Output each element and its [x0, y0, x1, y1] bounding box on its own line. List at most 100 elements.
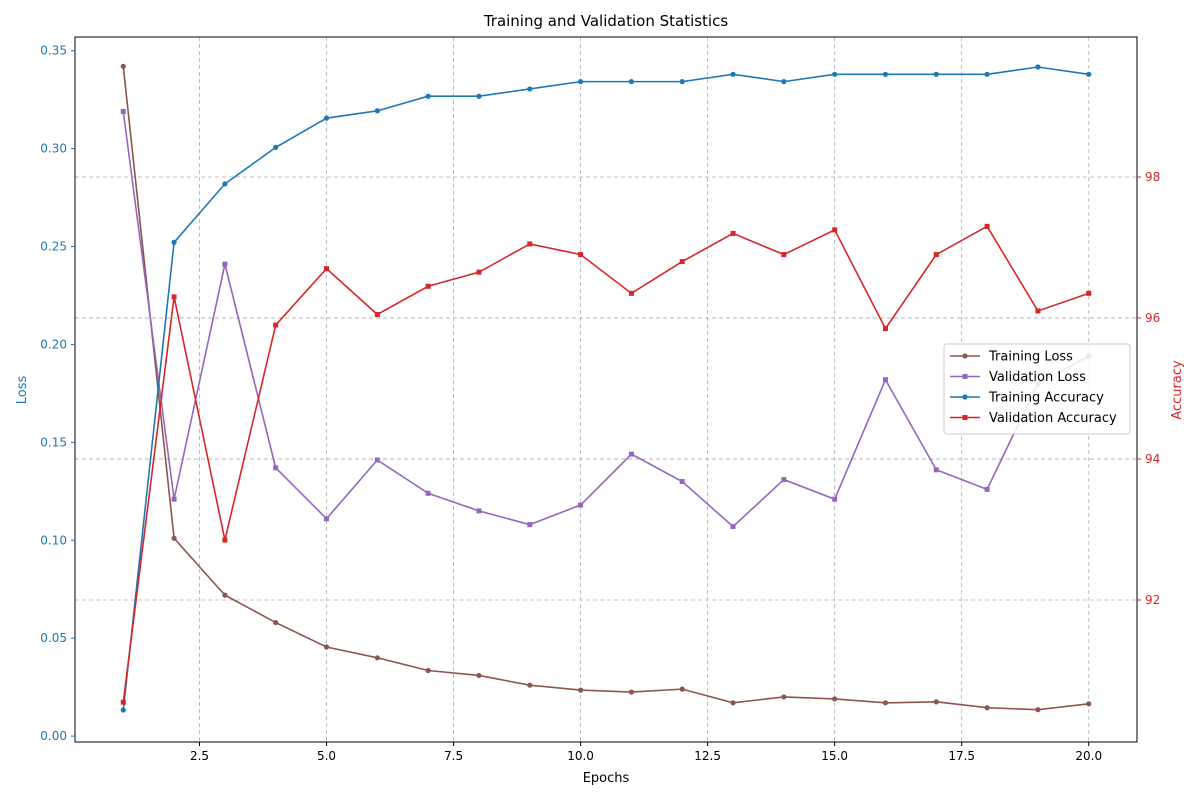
data-point [476, 269, 482, 275]
data-point [933, 252, 939, 258]
legend-label: Training Loss [988, 350, 1073, 365]
data-point [527, 86, 533, 92]
series-line [122, 66, 1089, 711]
y-left-tick-label: 0.35 [40, 44, 67, 58]
legend-label: Validation Loss [989, 370, 1086, 385]
y-left-tick-label: 0.20 [40, 337, 67, 351]
chart-title: Training and Validation Statistics [483, 12, 729, 30]
y-left-tick-label: 0.30 [40, 142, 67, 156]
data-point [1035, 707, 1041, 713]
data-point [628, 689, 635, 695]
data-point [273, 465, 279, 471]
y-right-axis-ticks: 92 94 96 98 [1137, 170, 1160, 607]
data-point [374, 655, 380, 661]
x-tick-label: 10.0 [567, 749, 594, 763]
data-point [628, 79, 635, 85]
data-point [171, 496, 177, 502]
data-point [832, 496, 838, 502]
data-point [222, 537, 228, 543]
data-point [324, 266, 330, 272]
data-point [984, 486, 990, 492]
data-point [425, 283, 431, 289]
y-right-tick-label: 94 [1145, 452, 1160, 466]
legend-item: Training Loss [950, 350, 1073, 365]
data-point [933, 699, 939, 705]
data-point [171, 239, 177, 245]
plot-frame [74, 36, 1138, 743]
y-left-tick-label: 0.10 [40, 533, 67, 547]
data-point [628, 290, 634, 296]
data-point [1086, 71, 1092, 77]
series-training-loss [120, 63, 1092, 713]
data-point [781, 477, 787, 483]
data-point [781, 694, 787, 700]
data-point [730, 71, 736, 77]
data-point [781, 252, 787, 258]
data-point [933, 71, 939, 77]
data-point [1035, 64, 1041, 70]
data-point [527, 241, 533, 247]
data-point [679, 686, 685, 692]
y-right-axis-label: Accuracy [1170, 360, 1185, 420]
data-point [120, 108, 126, 114]
y-left-tick-label: 0.05 [40, 631, 67, 645]
y-left-tick-label: 0.15 [40, 435, 67, 449]
data-point [882, 377, 888, 383]
data-point [476, 93, 482, 99]
data-point [374, 108, 380, 114]
x-axis-ticks: 2.5 5.0 7.5 10.0 12.5 15.0 17.5 20.0 [190, 742, 1102, 763]
series-line [122, 66, 1089, 711]
data-point [730, 700, 736, 706]
x-tick-label: 20.0 [1075, 749, 1102, 763]
series-validation-loss [120, 108, 1092, 530]
data-point [1086, 701, 1092, 707]
data-point [730, 524, 736, 530]
y-left-tick-label: 0.25 [40, 240, 67, 254]
data-point [984, 705, 990, 711]
data-point [273, 144, 279, 150]
data-point [476, 508, 482, 514]
data-point [425, 667, 431, 674]
data-point [374, 457, 380, 463]
y-left-axis-label: Loss [15, 376, 30, 405]
x-tick-label: 12.5 [694, 749, 721, 763]
x-tick-label: 17.5 [948, 749, 975, 763]
y-left-tick-label: 0.00 [40, 729, 67, 743]
data-point [476, 672, 482, 679]
data-point [273, 619, 279, 626]
legend-swatch-marker [962, 353, 968, 359]
legend-item: Validation Accuracy [950, 411, 1117, 426]
data-point [425, 490, 431, 496]
data-point [222, 592, 228, 598]
data-point [323, 115, 330, 121]
legend: Training Loss Validation Loss Training Acc… [943, 343, 1131, 435]
legend-item: Training Accuracy [950, 391, 1104, 406]
data-point [832, 71, 838, 77]
x-tick-label: 7.5 [444, 749, 463, 763]
data-point [577, 79, 584, 85]
data-point [679, 79, 685, 85]
data-point [171, 294, 177, 300]
series-layer [120, 63, 1092, 713]
data-point [628, 451, 634, 457]
y-right-tick-label: 92 [1145, 593, 1160, 607]
data-point [577, 687, 584, 693]
data-point [1035, 308, 1041, 314]
x-tick-label: 5.0 [317, 749, 336, 763]
data-point [324, 516, 330, 522]
data-point [730, 230, 736, 236]
data-point [171, 535, 177, 541]
data-point [578, 252, 584, 258]
data-point [323, 644, 330, 650]
data-point [984, 223, 990, 229]
data-point [374, 311, 380, 317]
data-point [222, 181, 228, 187]
legend-box [943, 343, 1131, 435]
data-point [222, 261, 228, 267]
data-point [273, 322, 279, 328]
data-point [1086, 290, 1092, 296]
data-point [882, 700, 889, 706]
x-tick-label: 15.0 [821, 749, 848, 763]
data-point [120, 707, 126, 713]
data-point [984, 71, 990, 77]
